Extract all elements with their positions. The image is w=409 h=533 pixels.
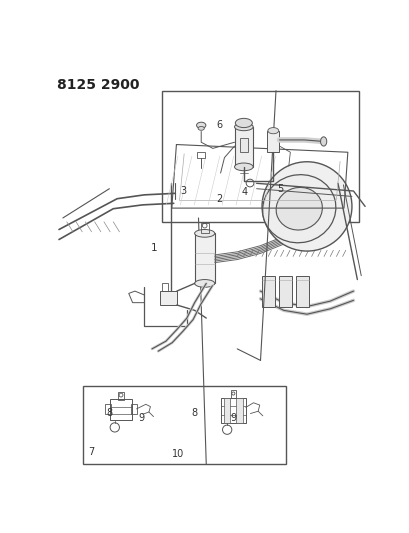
Text: 10: 10 [172, 449, 184, 459]
Circle shape [261, 161, 351, 251]
Bar [234, 127, 252, 167]
Text: 9: 9 [230, 413, 236, 423]
Bar [162, 91, 359, 222]
Bar [110, 399, 132, 421]
Bar [131, 405, 136, 414]
Text: 4: 4 [241, 187, 247, 197]
Ellipse shape [194, 280, 214, 287]
Text: 2: 2 [216, 193, 222, 204]
Ellipse shape [267, 127, 278, 134]
Ellipse shape [196, 122, 205, 128]
Bar [200, 223, 208, 233]
Ellipse shape [194, 230, 214, 237]
Text: 5: 5 [276, 184, 283, 194]
Ellipse shape [234, 163, 252, 171]
Bar [160, 291, 176, 305]
Bar [279, 276, 292, 306]
Bar [162, 284, 168, 291]
Bar [220, 398, 245, 423]
Bar [194, 233, 214, 284]
Bar [295, 276, 308, 306]
Text: 8125 2900: 8125 2900 [57, 78, 139, 92]
Bar [239, 139, 247, 152]
Ellipse shape [198, 126, 204, 130]
Ellipse shape [262, 175, 335, 243]
Bar [118, 392, 124, 400]
Bar [83, 386, 285, 464]
Ellipse shape [234, 123, 252, 131]
Text: 1: 1 [151, 243, 157, 253]
Bar [261, 276, 274, 306]
Ellipse shape [275, 188, 321, 230]
Text: 9: 9 [138, 413, 144, 423]
Bar [266, 131, 279, 152]
Circle shape [280, 180, 333, 232]
Text: 3: 3 [180, 186, 186, 196]
Ellipse shape [235, 118, 252, 127]
Text: 8: 8 [191, 408, 197, 418]
Ellipse shape [320, 137, 326, 146]
Bar [236, 398, 242, 423]
Bar [224, 398, 230, 423]
Bar [197, 152, 204, 158]
Text: 6: 6 [216, 120, 222, 130]
Text: 7: 7 [88, 447, 94, 457]
Bar [231, 391, 235, 398]
Bar [105, 405, 111, 414]
Text: 8: 8 [107, 408, 113, 418]
